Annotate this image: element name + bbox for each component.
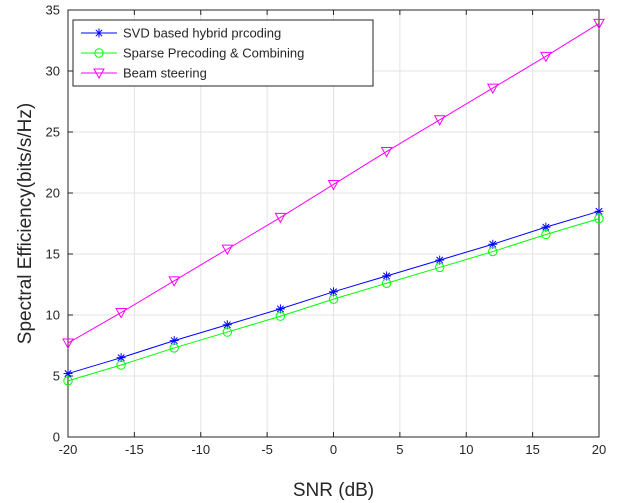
- data-point-marker: [116, 360, 126, 370]
- axis-ticks: -20 -15 -10 -5 0 5 10 15 20 0 5 10 15 20 25 30 35: [46, 3, 607, 458]
- data-point: [594, 213, 604, 224]
- data-point-marker: [169, 343, 179, 353]
- data-point-marker: [327, 179, 340, 191]
- data-point-marker: [93, 68, 105, 80]
- series-3: [62, 18, 605, 350]
- y-tick-label: 15: [46, 247, 60, 262]
- legend-box: [72, 19, 374, 87]
- x-tick-label: 15: [525, 442, 539, 457]
- data-point-marker: [62, 338, 74, 350]
- x-tick-label: -20: [59, 442, 78, 457]
- data-point: [222, 327, 233, 337]
- data-point: [594, 206, 604, 216]
- y-tick-label: 35: [46, 3, 60, 18]
- data-point: [63, 376, 73, 386]
- x-tick-label: -5: [261, 442, 273, 457]
- data-point-marker: [115, 308, 127, 319]
- data-point-marker: [435, 262, 445, 273]
- data-point-marker: [595, 207, 603, 215]
- data-point: [381, 278, 392, 288]
- data-point-marker: [329, 288, 338, 296]
- data-point: [486, 83, 499, 95]
- data-point: [169, 343, 179, 353]
- x-tick-label: 0: [330, 442, 337, 457]
- data-point-marker: [381, 278, 392, 288]
- data-point-marker: [95, 29, 103, 37]
- data-point: [115, 308, 127, 319]
- x-tick-label: 10: [459, 442, 473, 457]
- data-point-marker: [383, 272, 391, 280]
- data-point: [593, 18, 605, 30]
- data-point-marker: [63, 376, 73, 386]
- data-point-marker: [221, 244, 234, 256]
- data-point: [380, 147, 393, 158]
- data-point: [62, 338, 74, 350]
- legend-entry: SVD based hybrid prcoding: [81, 26, 281, 41]
- x-tick-label: 5: [396, 442, 403, 457]
- data-point: [435, 262, 445, 273]
- series-line: [67, 218, 600, 382]
- data-point-marker: [433, 115, 446, 126]
- data-point-marker: [328, 294, 339, 304]
- data-point: [275, 311, 286, 321]
- data-point: [540, 51, 552, 63]
- data-point-marker: [436, 256, 444, 264]
- data-point-marker: [380, 147, 393, 158]
- data-point-marker: [489, 240, 497, 248]
- data-point-marker: [276, 305, 284, 313]
- data-point: [327, 179, 340, 191]
- data-point-marker: [594, 213, 604, 224]
- data-point: [433, 115, 446, 126]
- series-2: [63, 213, 604, 386]
- data-point: [274, 212, 287, 224]
- y-tick-label: 0: [53, 430, 60, 445]
- data-point-marker: [593, 18, 605, 30]
- data-point-marker: [542, 223, 550, 231]
- data-point-marker: [117, 354, 125, 362]
- data-point-marker: [168, 276, 181, 287]
- data-point: [488, 246, 498, 257]
- data-point: [168, 276, 181, 287]
- data-point-marker: [223, 321, 231, 329]
- data-point-marker: [541, 229, 551, 240]
- data-point: [221, 244, 234, 256]
- y-tick-label: 25: [46, 125, 60, 140]
- data-point-marker: [275, 311, 286, 321]
- data-point-marker: [64, 370, 72, 378]
- x-tick-label: -15: [125, 442, 144, 457]
- x-tick-label: 20: [592, 442, 606, 457]
- legend-label: Beam steering: [123, 66, 207, 81]
- data-point-marker: [488, 246, 498, 257]
- data-point-marker: [274, 212, 287, 224]
- legend-label: SVD based hybrid prcoding: [123, 26, 281, 41]
- data-point: [116, 360, 126, 370]
- y-tick-label: 30: [46, 64, 60, 79]
- data-point-marker: [486, 83, 499, 95]
- legend: SVD based hybrid prcoding Sparse Precodin…: [72, 19, 374, 87]
- y-axis-label: Spectral Efficiency(bits/s/Hz): [15, 103, 36, 344]
- y-tick-label: 10: [46, 308, 60, 323]
- data-point: [328, 294, 339, 304]
- legend-label: Sparse Precoding & Combining: [123, 46, 304, 61]
- data-point-marker: [170, 337, 178, 345]
- data-point-marker: [540, 51, 552, 63]
- data-point-marker: [94, 48, 104, 58]
- series-layer: [62, 18, 605, 386]
- series-line: [67, 22, 600, 344]
- legend-entry: Beam steering: [81, 66, 207, 81]
- x-axis-label: SNR (dB): [293, 480, 374, 501]
- data-point-marker: [222, 327, 233, 337]
- legend-entry: Sparse Precoding & Combining: [81, 46, 304, 61]
- y-tick-label: 20: [46, 186, 60, 201]
- x-tick-label: -10: [191, 442, 210, 457]
- data-point: [541, 229, 551, 240]
- y-tick-label: 5: [53, 369, 60, 384]
